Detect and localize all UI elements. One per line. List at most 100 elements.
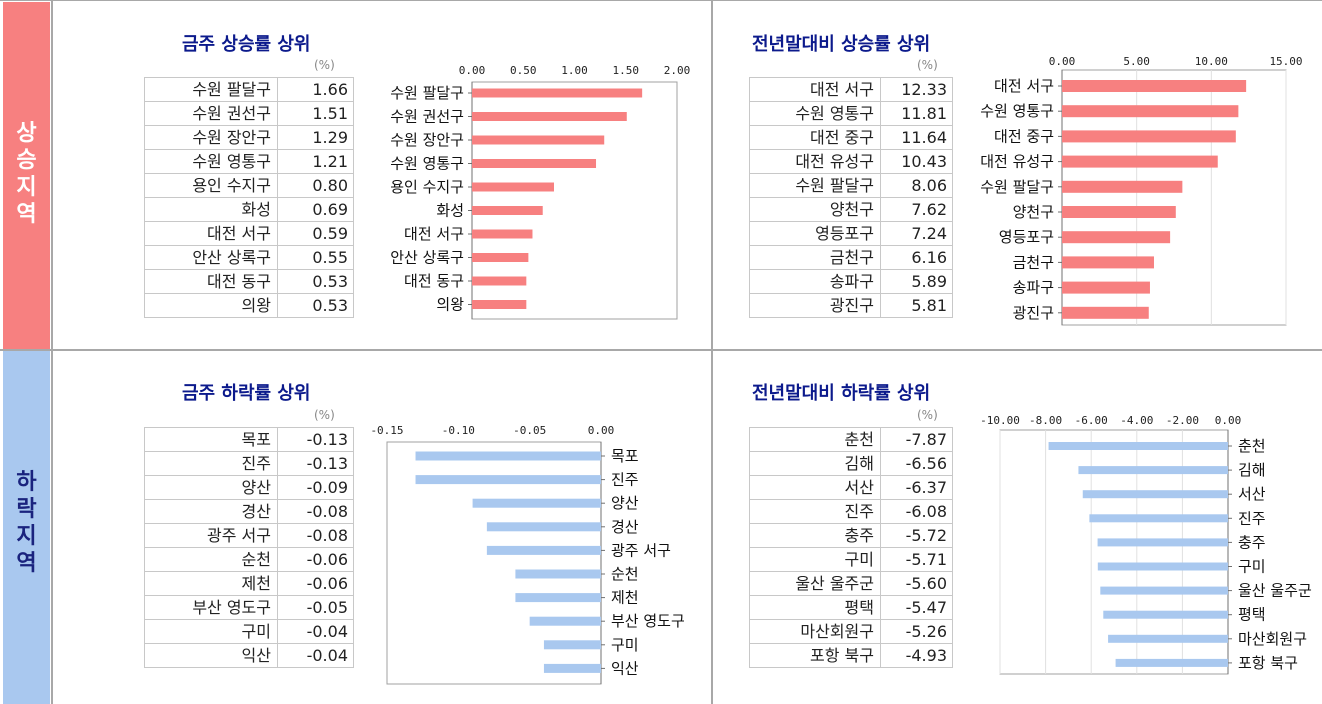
region-cell: 서산 — [749, 475, 881, 500]
ytd_down-category-label: 구미 — [1238, 558, 1266, 576]
weekly_up-bar — [472, 206, 543, 215]
table-row: 수원 영통구 11.81 — [749, 101, 953, 126]
weekly_down-tick-label: -0.05 — [513, 424, 546, 437]
region-cell: 제천 — [144, 571, 278, 596]
weekly_down-category-label: 양산 — [611, 494, 639, 512]
table-row: 순천 -0.06 — [144, 547, 354, 572]
weekly_up-bar — [472, 276, 527, 286]
weekly-up-unit: (%) — [314, 58, 335, 72]
value-cell: -6.37 — [880, 475, 953, 500]
region-cell: 순천 — [144, 547, 278, 572]
ytd_down-bar — [1089, 514, 1228, 523]
ytd_down-tick-label: -6.00 — [1075, 414, 1108, 427]
weekly_up-category-label: 수원 팔달구 — [390, 84, 464, 102]
value-cell: -4.93 — [880, 643, 953, 668]
ytd_down-bar — [1100, 586, 1228, 595]
table-row: 진주 -0.13 — [144, 451, 354, 476]
table-row: 수원 장안구 1.29 — [144, 125, 354, 150]
weekly_up-category-label: 대전 서구 — [404, 225, 464, 243]
ytd-up-unit: (%) — [917, 58, 938, 72]
table-row: 마산회원구 -5.26 — [749, 619, 953, 644]
ytd_up-bar — [1062, 206, 1176, 218]
table-row: 광주 서구 -0.08 — [144, 523, 354, 548]
grid-divider-middle — [0, 349, 1322, 351]
table-row: 안산 상록구 0.55 — [144, 245, 354, 270]
ytd_down-tick-label: -4.00 — [1120, 414, 1153, 427]
ytd-up-table: 대전 서구 12.33 수원 영통구 11.81 대전 중구 11.64 대전 유성구 10.… — [749, 77, 953, 318]
weekly_up-bar — [472, 253, 529, 262]
ytd_up-category-label: 대전 중구 — [994, 127, 1054, 145]
value-cell: -6.56 — [880, 451, 953, 476]
table-row: 의왕 0.53 — [144, 293, 354, 318]
grid-divider-left — [51, 0, 53, 704]
region-cell: 울산 울주군 — [749, 571, 881, 596]
ytd_up-bar — [1062, 80, 1247, 92]
ytd_down-bar — [1082, 490, 1228, 499]
weekly_down-category-label: 구미 — [611, 636, 639, 654]
region-cell: 구미 — [144, 619, 278, 644]
falling-region-char: 하 — [16, 470, 37, 495]
value-cell: -0.04 — [277, 643, 354, 668]
region-cell: 대전 서구 — [144, 221, 278, 246]
weekly_down-bar — [486, 522, 601, 532]
table-row: 평택 -5.47 — [749, 595, 953, 620]
value-cell: 0.69 — [277, 197, 354, 222]
weekly_down-bar — [543, 663, 601, 673]
table-row: 김해 -6.56 — [749, 451, 953, 476]
ytd_up-category-label: 금천구 — [1013, 253, 1054, 271]
ytd_down-category-label: 포항 북구 — [1238, 654, 1298, 672]
table-row: 춘천 -7.87 — [749, 427, 953, 452]
weekly_up-tick-label: 2.00 — [664, 64, 691, 77]
region-cell: 진주 — [144, 451, 278, 476]
table-row: 대전 동구 0.53 — [144, 269, 354, 294]
value-cell: -0.05 — [277, 595, 354, 620]
falling-region-char: 락 — [16, 497, 37, 522]
weekly_down-category-label: 제천 — [611, 589, 639, 607]
table-row: 익산 -0.04 — [144, 643, 354, 668]
value-cell: 0.53 — [277, 293, 354, 318]
rising-region-char: 상 — [16, 121, 37, 146]
ytd_up-bar — [1062, 180, 1183, 193]
weekly_up-category-label: 수원 장안구 — [390, 131, 464, 149]
region-cell: 대전 서구 — [749, 77, 881, 102]
ytd_down-category-label: 김해 — [1238, 461, 1266, 479]
weekly_down-bar — [486, 545, 601, 555]
table-row: 금천구 6.16 — [749, 245, 953, 270]
falling-region-char: 지 — [16, 524, 37, 549]
ytd_down-bar — [1078, 466, 1228, 475]
weekly_up-tick-label: 1.50 — [613, 64, 640, 77]
region-cell: 영등포구 — [749, 221, 881, 246]
weekly_up-bar — [472, 182, 554, 192]
ytd_down-tick-label: -8.00 — [1029, 414, 1062, 427]
ytd-down-unit: (%) — [917, 408, 938, 422]
region-cell: 수원 장안구 — [144, 125, 278, 150]
grid-border-top — [0, 0, 1322, 1]
region-cell: 수원 영통구 — [144, 149, 278, 174]
weekly-down-unit: (%) — [314, 408, 335, 422]
region-cell: 수원 영통구 — [749, 101, 881, 126]
ytd_up-tick-label: 0.00 — [1049, 55, 1076, 68]
region-cell: 평택 — [749, 595, 881, 620]
weekly_down-category-label: 광주 서구 — [611, 541, 671, 559]
ytd_up-tick-label: 10.00 — [1195, 55, 1228, 68]
ytd_up-category-label: 영등포구 — [999, 228, 1054, 246]
ytd_down-category-label: 춘천 — [1238, 437, 1266, 455]
table-row: 대전 서구 12.33 — [749, 77, 953, 102]
ytd_down-bar — [1115, 658, 1228, 667]
weekly-down-table: 목포 -0.13 진주 -0.13 양산 -0.09 경산 -0.08 광주 서구 -0.08 순천… — [144, 427, 354, 668]
ytd_up-category-label: 수원 팔달구 — [980, 178, 1054, 196]
table-row: 대전 중구 11.64 — [749, 125, 953, 150]
weekly_up-bar — [472, 229, 533, 239]
table-row: 수원 팔달구 8.06 — [749, 173, 953, 198]
region-cell: 대전 동구 — [144, 269, 278, 294]
weekly_down-bar — [515, 569, 601, 579]
region-cell: 의왕 — [144, 293, 278, 318]
region-cell: 김해 — [749, 451, 881, 476]
ytd_up-bar — [1062, 256, 1154, 269]
weekly_down-bar — [543, 640, 601, 650]
region-cell: 춘천 — [749, 427, 881, 452]
value-cell: -5.60 — [880, 571, 953, 596]
